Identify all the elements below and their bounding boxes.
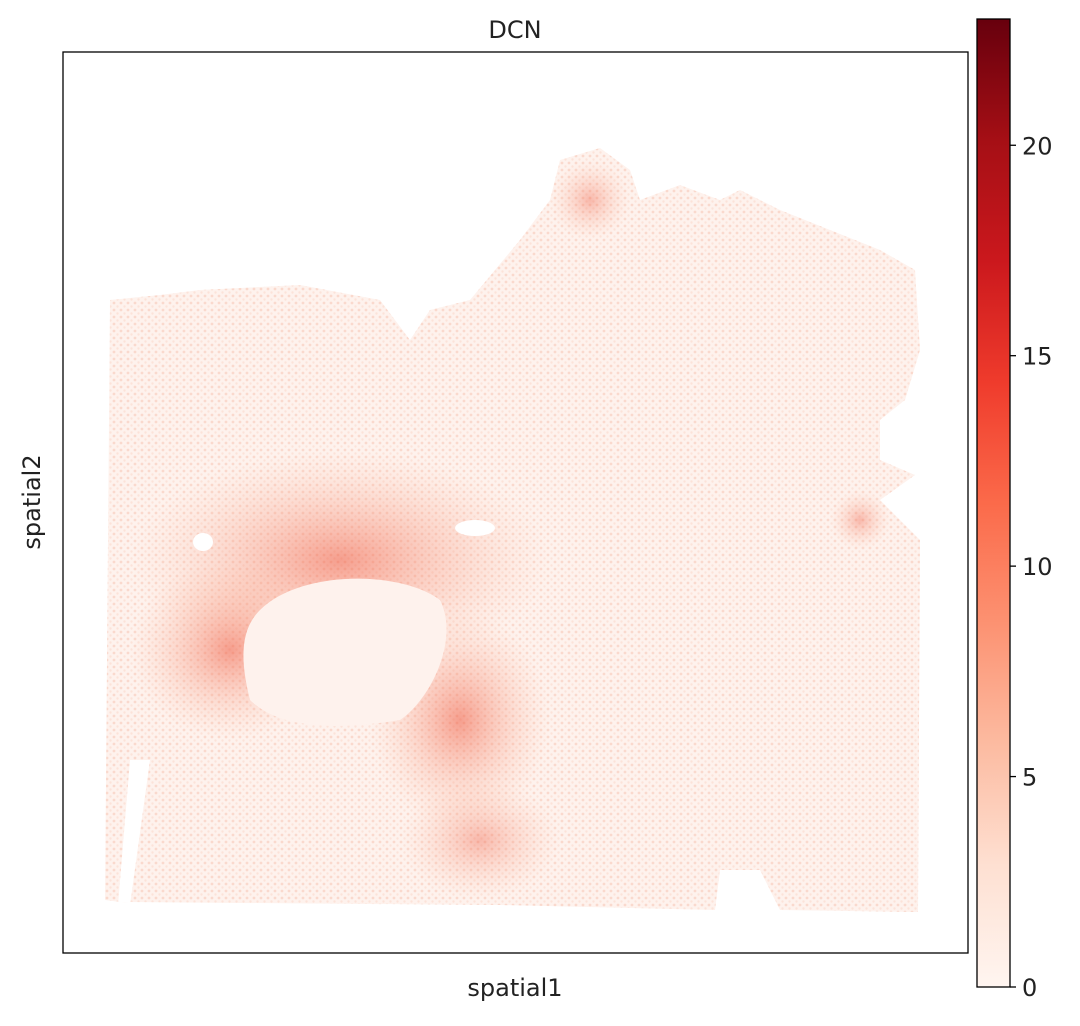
colorbar-tick-label: 10 [1022,553,1053,581]
colorbar-fill [976,18,1011,988]
x-axis-label: spatial1 [467,974,562,1002]
colorbar: 0 5 10 15 20 [976,18,1053,1002]
tissue [105,148,920,912]
colorbar-tick-label: 20 [1022,132,1053,160]
colorbar-tick-label: 5 [1022,764,1037,792]
axes-frame [62,51,969,954]
colorbar-tick-label: 15 [1022,343,1053,371]
y-axis-label: spatial2 [18,454,46,549]
colorbar-tick-label: 0 [1022,974,1037,1002]
chart-title: DCN [488,16,541,44]
